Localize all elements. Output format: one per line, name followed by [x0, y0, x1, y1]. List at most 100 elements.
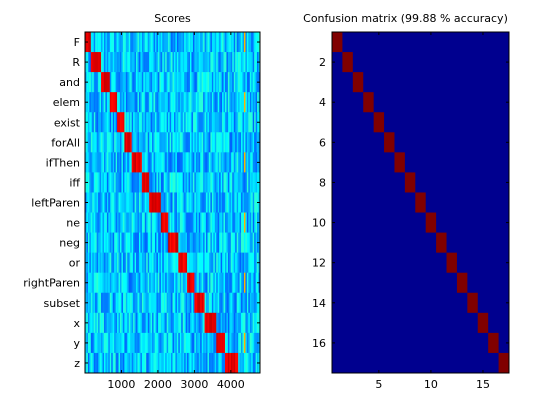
score-cell [254, 352, 257, 374]
score-cell [108, 72, 111, 93]
score-cell [197, 352, 200, 374]
score-cell [138, 192, 141, 213]
score-cell [191, 192, 194, 213]
score-cell [206, 192, 208, 213]
score-cell [160, 332, 163, 354]
score-cell [92, 152, 95, 173]
score-cell [150, 172, 153, 193]
confusion-diagonal-cell [446, 252, 457, 273]
score-cell [101, 52, 103, 73]
score-cell [206, 292, 208, 314]
score-cell [108, 272, 111, 294]
score-cell [201, 232, 204, 254]
score-cell [225, 252, 227, 274]
confusion-matrix-frame [331, 31, 510, 374]
score-cell [172, 92, 175, 113]
score-cell [105, 252, 108, 274]
score-cell [92, 312, 95, 334]
score-cell [102, 272, 105, 294]
score-cell [127, 72, 130, 93]
score-cell [141, 232, 144, 254]
score-cell [191, 152, 194, 173]
score-cell [194, 112, 197, 133]
score-cell [230, 92, 233, 113]
score-cell [251, 292, 254, 314]
score-cell [92, 272, 95, 294]
score-cell [153, 52, 156, 73]
score-cell [150, 292, 153, 314]
score-cell [136, 192, 138, 213]
score-cell [225, 332, 227, 354]
score-cell [150, 112, 153, 133]
score-cell [226, 112, 229, 133]
score-cell [229, 252, 232, 274]
score-cell [133, 272, 135, 294]
score-cell [229, 92, 232, 113]
score-cell [216, 212, 219, 233]
score-cell [208, 292, 211, 314]
score-cell [93, 212, 96, 233]
score-cell [138, 152, 141, 173]
score-cell [130, 32, 133, 53]
score-cell [105, 352, 108, 374]
score-cell [232, 232, 235, 254]
score-cell [225, 292, 227, 314]
score-cell [128, 112, 131, 133]
score-cell [153, 192, 156, 213]
score-cell [245, 272, 248, 294]
score-cell [153, 92, 156, 113]
score-cell [233, 92, 236, 113]
score-cell [242, 272, 245, 294]
score-cell [106, 132, 109, 153]
score-cell [160, 172, 163, 193]
score-cell [223, 332, 226, 354]
score-cell [201, 72, 204, 93]
score-cell [195, 72, 198, 93]
score-cell [157, 72, 160, 93]
score-cell [99, 212, 102, 233]
score-cell [157, 212, 160, 233]
score-cell [114, 212, 117, 233]
score-cell [89, 292, 92, 314]
score-cell [153, 112, 156, 133]
score-cell [248, 152, 251, 173]
score-cell [117, 52, 119, 73]
score-cell [124, 312, 127, 334]
score-cell [188, 252, 191, 274]
score-cell [210, 252, 213, 274]
score-cell [223, 192, 226, 213]
score-cell [194, 32, 197, 53]
score-cell [166, 132, 169, 153]
score-cell [255, 112, 258, 133]
score-cell [226, 152, 229, 173]
score-cell [99, 52, 102, 73]
score-cell [178, 252, 181, 274]
score-cell [175, 212, 178, 233]
score-cell [236, 192, 239, 213]
score-cell [122, 32, 125, 53]
score-cell [194, 232, 197, 254]
score-cell [168, 292, 170, 314]
score-cell [115, 112, 118, 133]
score-cell [152, 312, 154, 334]
score-cell [241, 132, 243, 153]
score-cell [159, 272, 162, 294]
score-cell [169, 212, 172, 233]
score-cell [152, 152, 154, 173]
score-cell [181, 152, 184, 173]
score-cell [96, 152, 99, 173]
score-cell [211, 252, 214, 274]
score-cell [117, 232, 119, 254]
score-cell [185, 252, 188, 274]
score-cell [214, 272, 217, 294]
score-cell [214, 52, 217, 73]
score-cell [140, 92, 143, 113]
score-cell [242, 52, 245, 73]
score-cell [128, 92, 131, 113]
score-cell [146, 152, 149, 173]
score-cell [225, 232, 227, 254]
score-cell [98, 272, 100, 294]
score-cell [172, 152, 175, 173]
score-cell [156, 292, 159, 314]
score-cell [162, 332, 165, 354]
